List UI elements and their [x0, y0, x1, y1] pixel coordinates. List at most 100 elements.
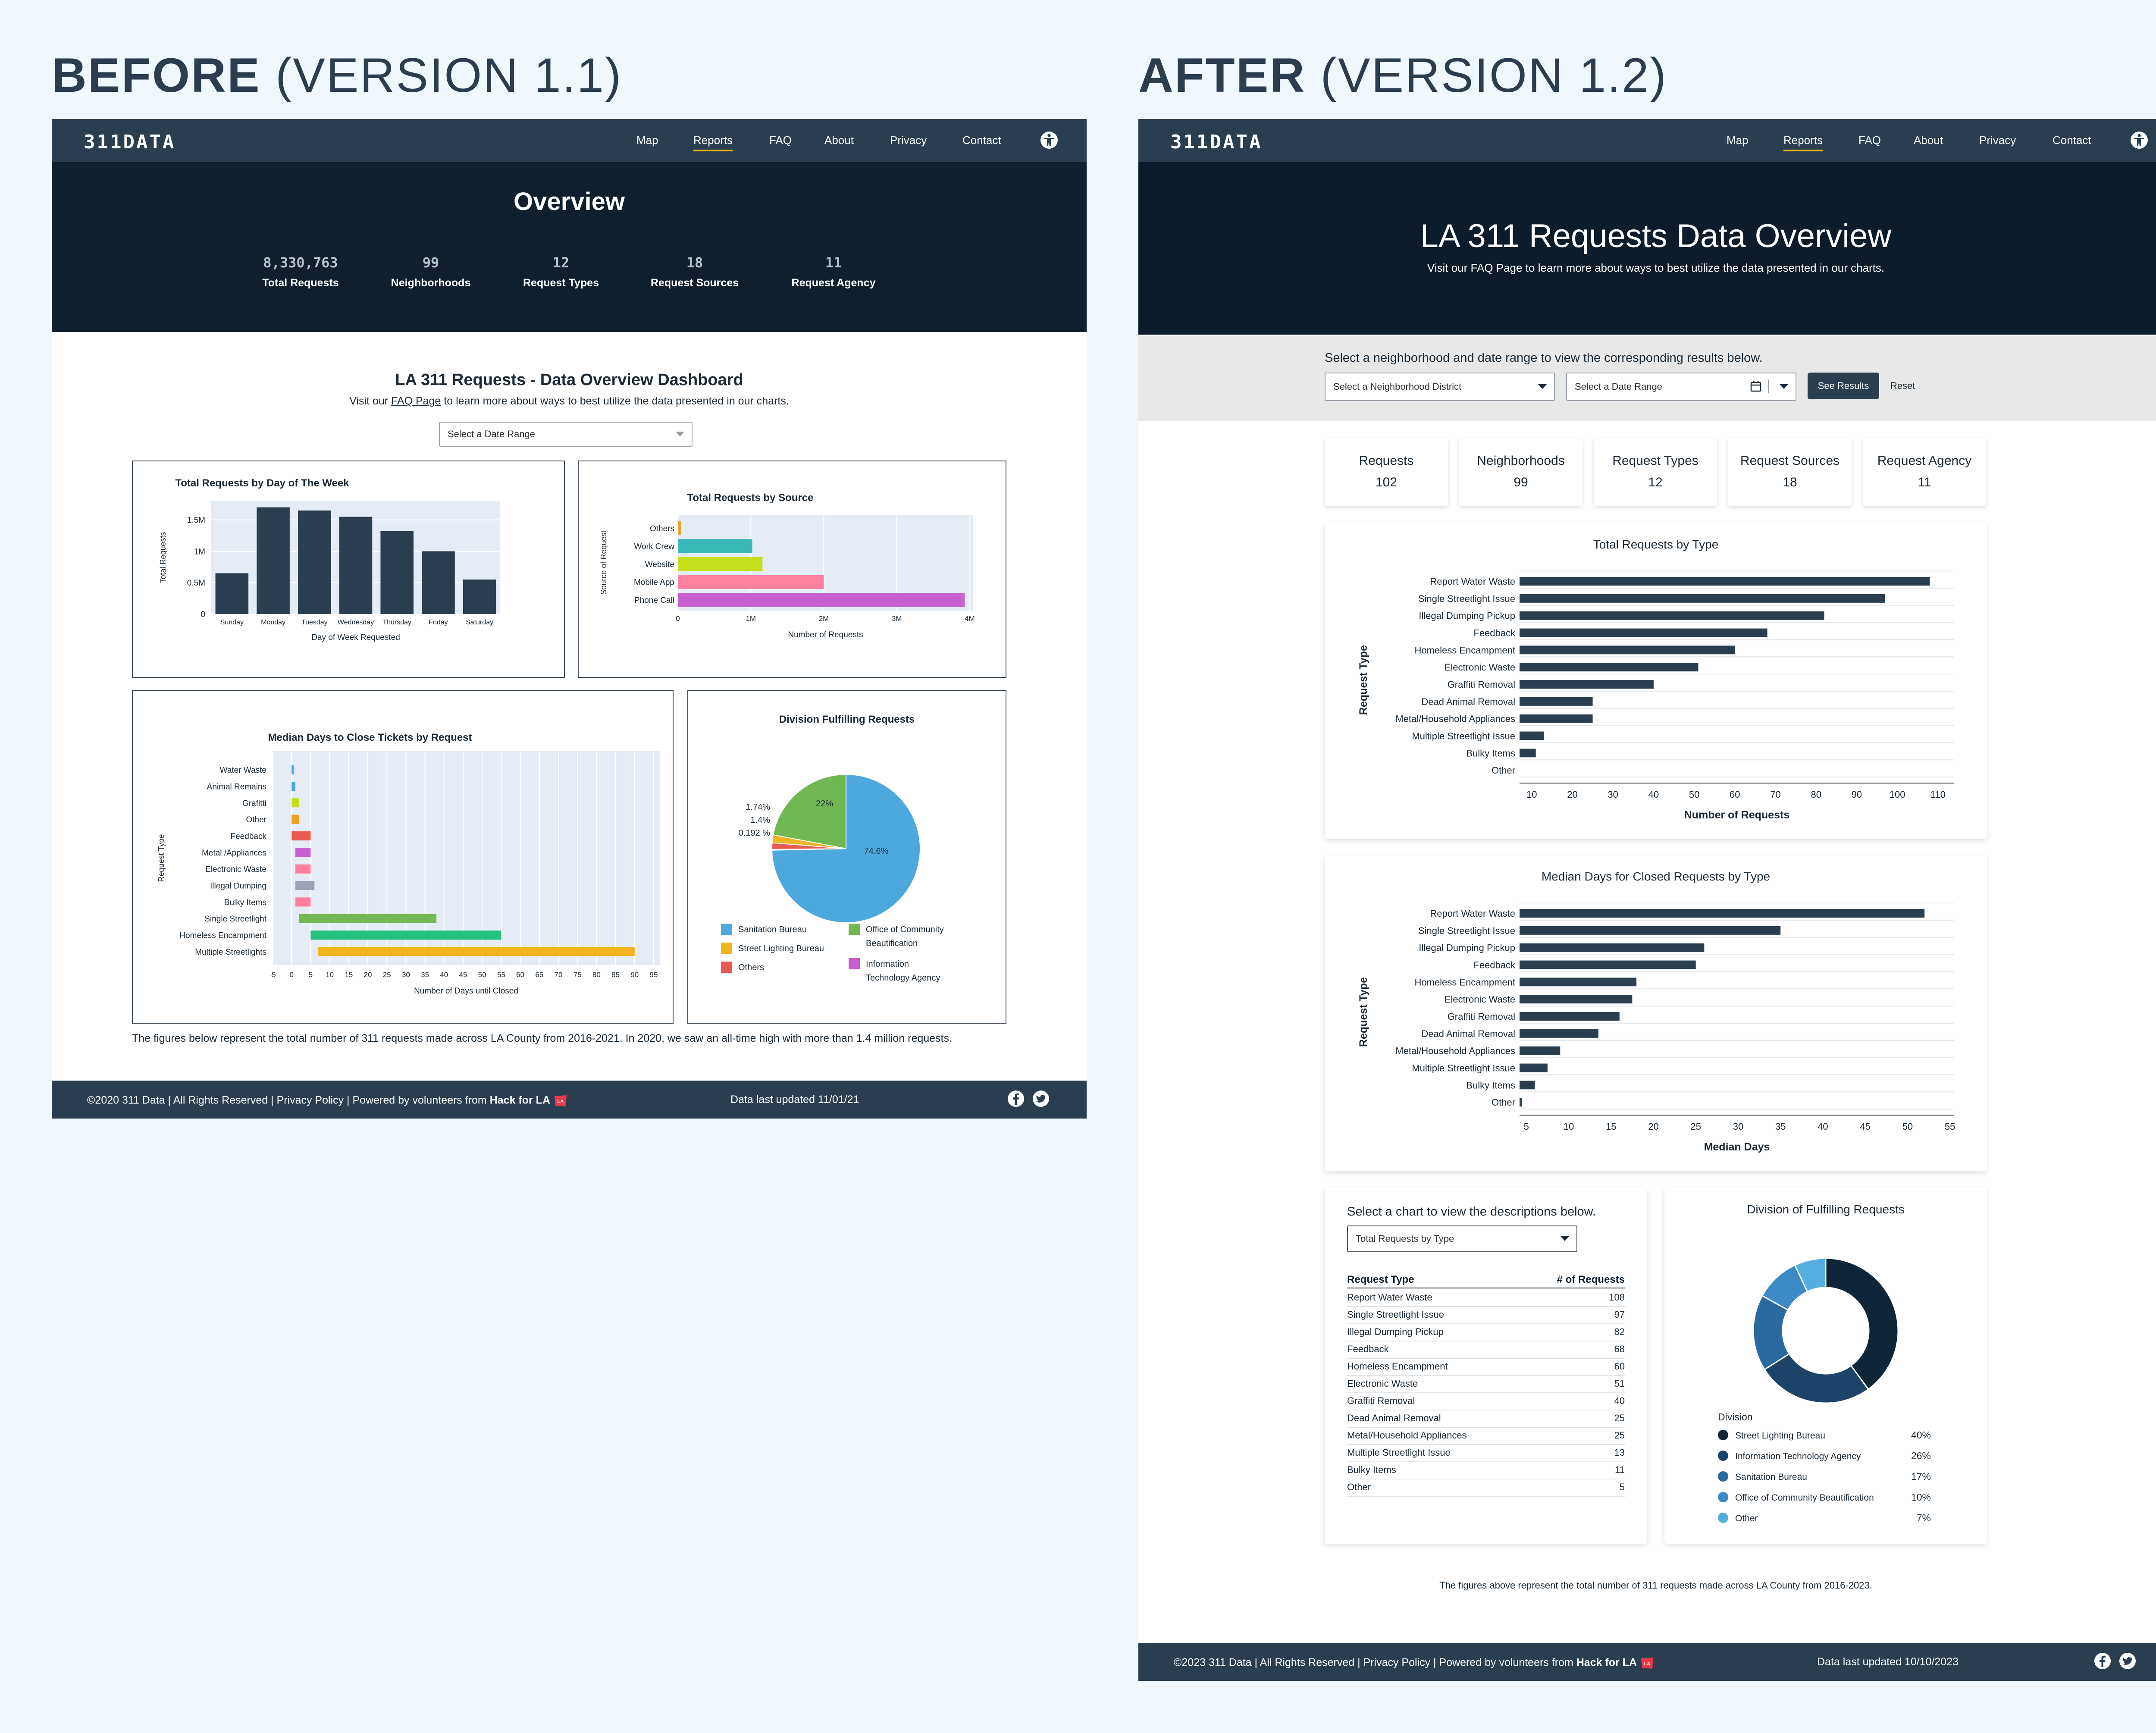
table-row: Other 5	[1347, 1479, 1625, 1497]
calendar-icon[interactable]	[1750, 380, 1762, 392]
date-range-select[interactable]: Select a Date Range	[1566, 373, 1796, 401]
bar	[1520, 1046, 1561, 1055]
neighborhood-select[interactable]: Select a Neighborhood District	[1325, 373, 1555, 401]
chart-title: Median Days to Close Tickets by Request	[268, 732, 472, 743]
pie-slice	[772, 774, 846, 849]
x-tick-label: 15	[345, 971, 353, 979]
y-tick-label: Other	[1492, 765, 1515, 776]
stat-label: Total Requests	[262, 277, 339, 289]
nav-link-map[interactable]: Map	[636, 134, 658, 147]
legend-label: Technology Agency	[866, 973, 940, 983]
accessibility-icon[interactable]	[2130, 131, 2148, 149]
x-tick-label: 20	[1567, 789, 1577, 800]
bar	[1520, 594, 1885, 603]
x-axis-label: Number of Requests	[788, 630, 863, 639]
twitter-icon[interactable]	[1032, 1090, 1050, 1107]
twitter-icon[interactable]	[2119, 1652, 2136, 1670]
reset-button[interactable]: Reset	[1890, 380, 1915, 391]
data-label: 22%	[816, 799, 833, 809]
x-tick-label: 100	[1890, 789, 1905, 800]
x-axis-label: Median Days	[1704, 1141, 1770, 1153]
bar	[1520, 1029, 1598, 1038]
chevron-down-icon	[1538, 384, 1547, 389]
subtitle-text: to learn more about ways to best utilize…	[444, 395, 789, 407]
bar	[291, 831, 311, 841]
facebook-icon[interactable]	[1007, 1090, 1025, 1107]
nav-link-map[interactable]: Map	[1727, 134, 1749, 147]
x-tick-label: 35	[421, 971, 429, 979]
x-axis-label: Number of Days until Closed	[414, 987, 518, 996]
date-range-placeholder: Select a Date Range	[1575, 381, 1663, 392]
filter-bar: Select a neighborhood and date range to …	[1138, 336, 2156, 421]
legend-label: Office of Community	[866, 925, 944, 934]
x-tick-label: 10	[1564, 1121, 1574, 1132]
request-count-cell: 97	[1614, 1309, 1625, 1320]
bar	[1520, 611, 1824, 620]
data-updated: Data last updated 10/10/2023	[1817, 1656, 1959, 1668]
nav-link-about[interactable]: About	[1914, 134, 1943, 147]
y-tick-label: Electronic Waste	[1445, 994, 1515, 1005]
nav-link-privacy[interactable]: Privacy	[1979, 134, 2016, 147]
y-tick-label: Electronic Waste	[1445, 662, 1515, 673]
nav-link-about[interactable]: About	[824, 134, 854, 147]
chart-card-division: Division of Fulfilling Requests Division S…	[1664, 1188, 1987, 1544]
logo[interactable]: 311DATA	[84, 131, 176, 153]
logo[interactable]: 311DATA	[1170, 131, 1263, 153]
bar	[295, 897, 311, 907]
y-axis-label: Request Type	[1357, 645, 1369, 715]
table-row: Multiple Streetlight Issue 13	[1347, 1445, 1625, 1462]
data-label: 0.192 %	[739, 828, 771, 838]
legend-label: Other	[1735, 1514, 1758, 1523]
bar	[1520, 628, 1767, 637]
y-tick-label: Bulky Items	[224, 898, 266, 907]
svg-text:LA: LA	[1644, 1661, 1651, 1667]
table-row: Metal/Household Appliances 25	[1347, 1427, 1625, 1445]
bar-chart-by-type: Total Requests by Type Report Water Waste…	[1357, 538, 1954, 821]
dashboard-title: LA 311 Requests - Data Overview Dashboar…	[395, 371, 743, 389]
y-tick-label: Homeless Encampment	[179, 931, 266, 940]
stat-label: Request Agency	[791, 277, 876, 289]
y-tick-label: Other	[1492, 1097, 1515, 1108]
bar	[1520, 680, 1654, 689]
hack-for-la-logo-icon: LA	[554, 1095, 567, 1106]
bar	[291, 765, 294, 774]
accessibility-icon[interactable]	[1040, 131, 1058, 149]
data-label: 74.6%	[864, 846, 889, 856]
bar	[1520, 1081, 1535, 1090]
legend-label: Information Technology Agency	[1735, 1451, 1861, 1461]
hack-for-la-link[interactable]: Hack for LA	[489, 1094, 551, 1106]
x-tick-label: 90	[1852, 789, 1862, 800]
nav-link-contact[interactable]: Contact	[2053, 134, 2091, 147]
donut-slice	[1825, 1257, 1899, 1391]
hack-for-la-link[interactable]: Hack for LA	[1576, 1656, 1637, 1669]
nav-link-contact[interactable]: Contact	[962, 134, 1001, 147]
facebook-icon[interactable]	[2094, 1652, 2111, 1670]
chart-description-select[interactable]: Total Requests by Type	[1347, 1225, 1577, 1252]
kpi-card: Request Sources 18	[1728, 438, 1852, 506]
data-updated: Data last updated 11/01/21	[730, 1094, 859, 1106]
y-tick-label: Graffiti Removal	[1448, 679, 1515, 690]
nav-link-reports[interactable]: Reports	[693, 134, 733, 151]
kpi-value: 102	[1375, 475, 1398, 489]
y-tick-label: 0.5M	[187, 579, 205, 588]
see-results-button[interactable]: See Results	[1808, 373, 1879, 399]
column-header: # of Requests	[1557, 1274, 1625, 1285]
plot-area	[273, 751, 660, 965]
hero-banner: Overview 8,330,763 Total Requests 99 Nei…	[52, 162, 1087, 332]
bar	[1520, 909, 1925, 918]
legend-label: Street Lighting Bureau	[1735, 1431, 1825, 1441]
nav-link-reports[interactable]: Reports	[1783, 134, 1823, 151]
nav-link-faq[interactable]: FAQ	[1858, 134, 1881, 147]
nav-link-privacy[interactable]: Privacy	[890, 134, 927, 147]
date-range-select[interactable]: Select a Date Range	[439, 422, 693, 447]
nav-link-faq[interactable]: FAQ	[769, 134, 792, 147]
request-type-cell: Metal/Household Appliances	[1347, 1430, 1467, 1441]
x-tick-label: 30	[1608, 789, 1618, 800]
footer-copyright: ©2020 311 Data | All Rights Reserved | P…	[87, 1094, 487, 1106]
faq-link[interactable]: FAQ Page	[391, 395, 441, 407]
y-tick-label: Website	[645, 560, 674, 569]
bar	[291, 815, 299, 824]
x-tick-label: 50	[478, 971, 486, 979]
y-tick-label: Bulky Items	[1466, 1080, 1515, 1091]
x-tick-label: Wednesday	[338, 619, 374, 626]
